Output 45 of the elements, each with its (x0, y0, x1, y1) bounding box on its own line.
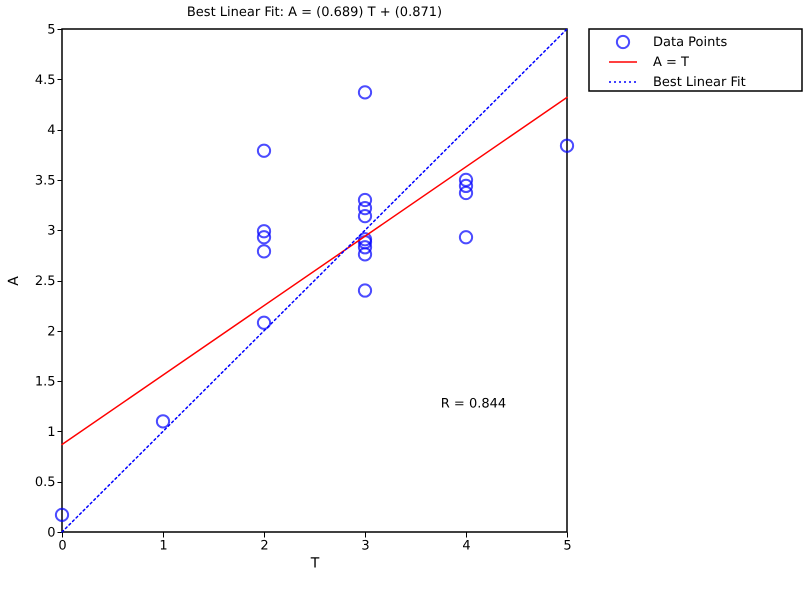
point (358, 235, 372, 250)
point (54, 508, 70, 522)
point (458, 172, 474, 188)
point (358, 209, 372, 224)
point (358, 247, 372, 262)
point (358, 240, 372, 254)
x-tick-label: 5 (563, 538, 572, 554)
x-tick-label: 3 (361, 538, 370, 554)
point (358, 85, 372, 100)
x-tick-label: 1 (159, 538, 168, 554)
x-tick-label: 4 (462, 538, 471, 554)
y-tick-label: 0 (47, 526, 56, 540)
point (358, 283, 372, 298)
y-tick-label: 4.5 (34, 72, 56, 88)
point (156, 414, 170, 428)
y-tick-label: 2.5 (34, 274, 56, 289)
point (560, 138, 574, 153)
point (458, 178, 474, 194)
legend-label: Best Linear Fit (653, 75, 746, 90)
y-tick-label: 3 (47, 224, 56, 239)
y-tick-label: 2 (47, 324, 56, 340)
y-tick-label: 1 (47, 424, 56, 440)
x-tick-label: 2 (260, 538, 269, 554)
point (256, 244, 272, 258)
x-axis-title: T (310, 556, 320, 572)
point (458, 186, 474, 200)
point (256, 316, 272, 330)
legend-label: Data Points (653, 35, 728, 50)
point (458, 230, 474, 244)
annotation: R = 0.844 (440, 396, 506, 412)
y-tick-label: 0.5 (34, 475, 56, 490)
point (358, 232, 372, 246)
x-tick-label: 0 (58, 538, 67, 554)
y-tick-label: 5 (47, 22, 56, 38)
chart-title: Best Linear Fit: A = (0.689) T + (0.871) (186, 5, 442, 20)
legend-label: A = T (653, 55, 690, 70)
y-tick-label: 3.5 (34, 173, 56, 188)
point (256, 224, 272, 238)
y-tick-label: 4 (47, 123, 56, 138)
point (358, 192, 372, 208)
y-axis-title: A (6, 276, 22, 286)
point (358, 200, 372, 216)
point (256, 230, 272, 244)
point (256, 144, 272, 158)
y-tick-label: 1.5 (34, 374, 56, 390)
